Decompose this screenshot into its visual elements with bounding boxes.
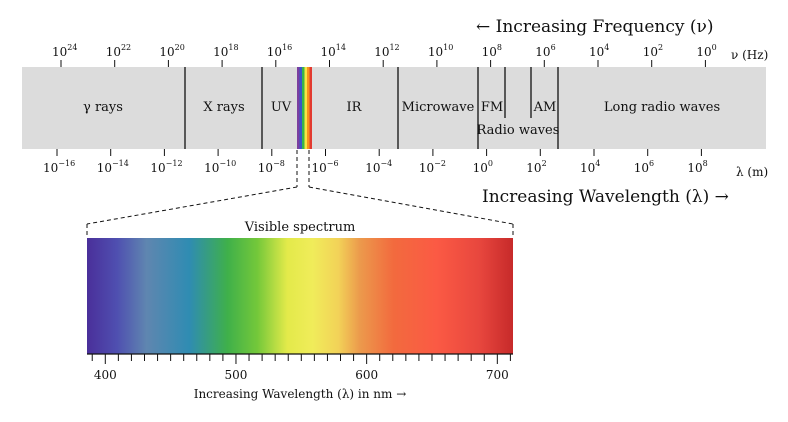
wavelength-tick-label: 10−12 [150,159,182,175]
wavelength-tick-label: 106 [634,159,654,175]
frequency-tick-label: 1024 [52,43,77,59]
frequency-tick-labels: 1024 1022 1020 1018 1016 1014 1012 1010 108 106 10… [52,43,717,67]
wavelength-tick-label: 10−10 [204,159,236,175]
visible-strip [297,67,312,149]
wavelength-tick-label: 104 [580,159,600,175]
frequency-tick-label: 100 [696,43,716,59]
frequency-tick-label: 1012 [374,43,399,59]
frequency-tick-label: 1014 [321,43,346,59]
wavelength-tick-label: 102 [526,159,546,175]
wavelength-tick-label: 10−16 [43,159,75,175]
wavelength-tick-label: 10−8 [258,159,285,175]
frequency-tick-label: 1020 [159,43,184,59]
band-uv-label: UV [271,100,292,115]
band-dividers [184,67,559,149]
visible-ruler-label: 400 [94,368,117,382]
wavelength-heading: Increasing Wavelength (λ) → [482,187,729,207]
visible-spectrum-gradient [87,238,513,354]
band-am-label: AM [533,100,557,115]
visible-ruler-label: 700 [486,368,509,382]
frequency-tick-label: 106 [535,43,555,59]
frequency-tick-label: 104 [589,43,609,59]
band-gamma-label: γ rays [83,100,123,115]
visible-ruler-label: 500 [225,368,248,382]
frequency-tick-label: 1018 [213,43,238,59]
zoom-lines [86,150,514,238]
wavelength-tick-labels: 10−16 10−14 10−12 10−10 10−8 10−6 10−4 10−2 100 1… [43,149,708,175]
frequency-tick-label: 1022 [106,43,131,59]
frequency-heading: ← Increasing Frequency (ν) [476,17,714,37]
wavelength-unit-label: λ (m) [736,165,768,179]
band-long-radio-label: Long radio waves [604,100,720,115]
visible-ruler-label: 600 [355,368,378,382]
wavelength-tick-label: 10−2 [419,159,446,175]
frequency-tick-label: 108 [482,43,502,59]
band-microwave-label: Microwave [402,100,475,115]
wavelength-tick-label: 108 [687,159,707,175]
radio-waves-label: Radio waves [477,123,560,138]
frequency-tick-label: 102 [643,43,663,59]
wavelength-tick-label: 10−6 [312,159,339,175]
visible-axis-label: Increasing Wavelength (λ) in nm → [194,387,407,401]
frequency-unit-label: ν (Hz) [731,48,768,62]
visible-spectrum-ruler: 400 500 600 700 [87,353,513,382]
visible-spectrum-title: Visible spectrum [244,220,356,235]
frequency-tick-label: 1010 [428,43,453,59]
band-fm-label: FM [481,100,503,115]
band-ir-label: IR [347,100,363,115]
band-xray-label: X rays [203,100,244,115]
wavelength-tick-label: 100 [473,159,493,175]
frequency-tick-label: 1016 [267,43,292,59]
wavelength-tick-label: 10−4 [365,159,392,175]
wavelength-tick-label: 10−14 [97,159,129,175]
spectrum-band-background [22,67,766,149]
